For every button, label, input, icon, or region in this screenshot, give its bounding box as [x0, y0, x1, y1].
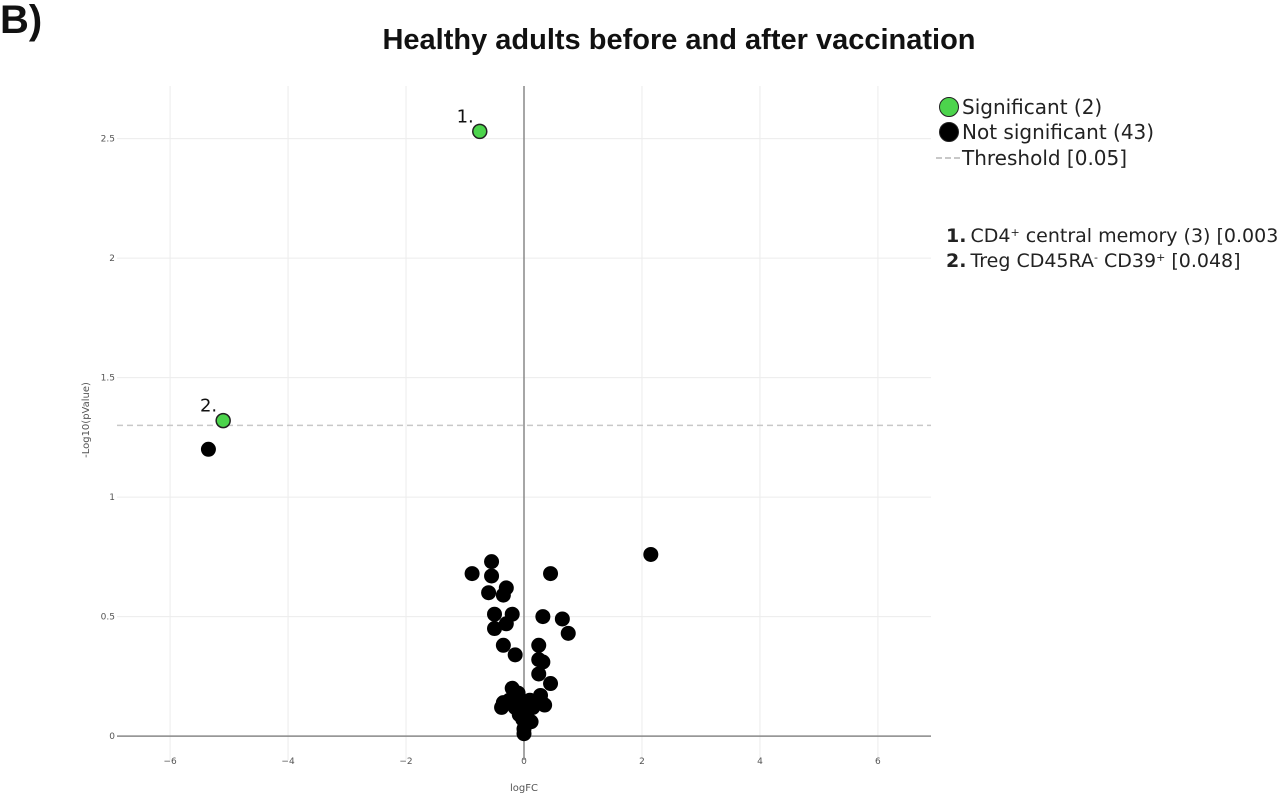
not-significant-point — [560, 625, 576, 641]
legend-item-not-significant[interactable]: Not significant (43) — [936, 120, 1154, 144]
annotation-superscript: + — [1010, 226, 1020, 239]
legend-label: Significant (2) — [962, 95, 1103, 119]
panel-label: B) — [0, 0, 43, 42]
y-tick-label: 0 — [109, 732, 115, 742]
not-significant-point — [495, 587, 511, 603]
dashed-line-icon — [936, 157, 960, 159]
chart-title: Healthy adults before and after vaccinat… — [382, 24, 976, 56]
annotation-number: 2. — [946, 250, 967, 272]
data-points — [200, 123, 659, 742]
not-significant-point — [543, 566, 559, 582]
y-tick-label: 1 — [109, 493, 115, 503]
y-tick-label: 2 — [109, 254, 115, 264]
not-significant-point — [495, 637, 511, 653]
point-label: 1. — [457, 106, 474, 127]
not-significant-point — [494, 699, 510, 715]
not-significant-point — [507, 647, 523, 663]
legend-label: Not significant (43) — [962, 120, 1155, 144]
not-significant-point — [537, 697, 553, 713]
not-significant-point — [484, 568, 500, 584]
x-tick-label: 0 — [521, 757, 527, 767]
legend-item-threshold[interactable]: Threshold [0.05] — [936, 146, 1127, 170]
not-significant-point — [200, 441, 216, 457]
legend-item-significant[interactable]: Significant (2) — [936, 95, 1102, 119]
annotation-number: 1. — [946, 225, 967, 247]
not-significant-point — [643, 546, 659, 562]
not-significant-point — [531, 637, 547, 653]
annotation-text: CD39 — [1097, 250, 1157, 272]
not-significant-point — [484, 554, 500, 570]
x-tick-label: 2 — [639, 757, 645, 767]
not-significant-point — [554, 611, 570, 627]
not-significant-point — [481, 585, 497, 601]
not-significant-point — [535, 609, 551, 625]
annotation-2: 2. Treg CD45RA- CD39+ [0.048] — [946, 250, 1241, 272]
black-circle-icon — [939, 122, 959, 142]
not-significant-point — [535, 654, 551, 670]
x-axis-label: logFC — [510, 783, 538, 794]
y-tick-label: 2.5 — [101, 135, 115, 145]
not-significant-point — [487, 606, 503, 622]
x-tick-label: 6 — [875, 757, 881, 767]
annotation-1: 1. CD4+ central memory (3) [0.003] — [946, 225, 1280, 247]
tick-labels: −6 −4 −2 0 2 4 6 0 0.5 1 1.5 2 2.5 — [101, 135, 881, 767]
significant-point — [472, 123, 488, 140]
reference-lines — [117, 86, 931, 760]
point-label: 2. — [200, 396, 217, 417]
not-significant-point — [487, 621, 503, 637]
annotation-text: [0.048] — [1165, 250, 1241, 272]
not-significant-point — [543, 676, 559, 692]
x-tick-label: 4 — [757, 757, 763, 767]
annotation-text: central memory (3) [0.003] — [1019, 225, 1280, 247]
not-significant-point — [464, 566, 480, 582]
y-tick-label: 0.5 — [101, 613, 115, 623]
green-circle-icon — [939, 97, 959, 117]
significant-point — [215, 412, 231, 429]
point-labels: 1. 2. — [200, 106, 474, 416]
annotation-text: Treg CD45RA — [970, 250, 1094, 272]
annotation-superscript: - — [1093, 251, 1098, 264]
annotation-superscript: + — [1156, 251, 1166, 264]
y-tick-label: 1.5 — [101, 374, 115, 384]
not-significant-point — [498, 616, 514, 632]
annotation-text: CD4 — [970, 225, 1011, 247]
legend-label: Threshold [0.05] — [962, 146, 1128, 170]
y-axis-label: -Log10(pValue) — [81, 382, 92, 458]
x-tick-label: −4 — [281, 757, 295, 767]
not-significant-point — [516, 726, 532, 742]
not-significant-point — [531, 666, 547, 682]
x-tick-label: −6 — [163, 757, 177, 767]
x-tick-label: −2 — [399, 757, 412, 767]
